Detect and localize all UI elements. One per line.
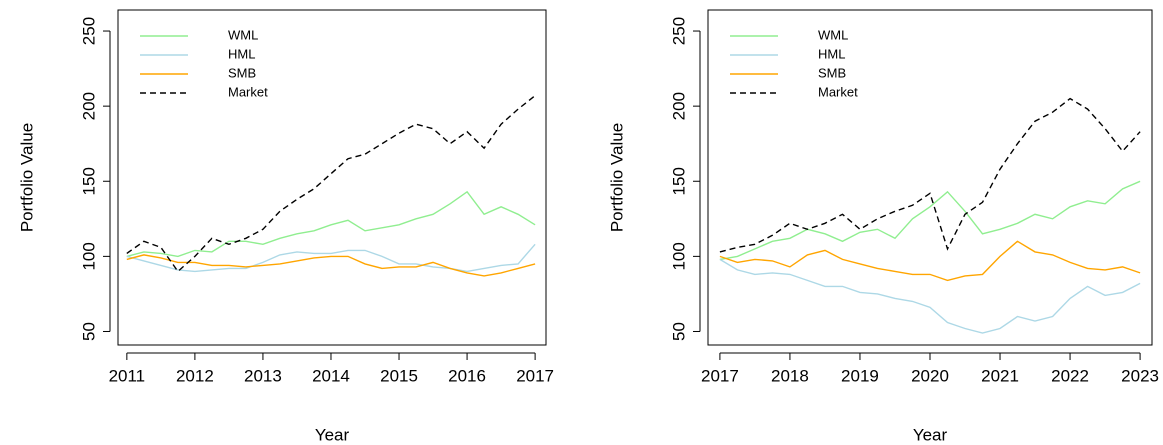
y-tick-label: 150: [669, 167, 688, 195]
series-line: [719, 240, 1141, 282]
x-tick-label: 2016: [448, 366, 486, 385]
y-tick-label: 200: [79, 92, 98, 120]
series-line: [719, 258, 1141, 334]
panel: 2011 2012 2013 2014 2015 2016 2017 50 100 150 200 2…: [17, 9, 554, 444]
x-axis-title: Year: [315, 425, 350, 444]
y-tick-label: 100: [669, 242, 688, 270]
legend-label: Market: [818, 84, 858, 99]
y-tick-label: 100: [79, 242, 98, 270]
y-tick-label: 150: [79, 167, 98, 195]
x-tick-label: 2022: [1051, 366, 1089, 385]
series-line: [719, 180, 1141, 261]
y-axis-title: Portfolio Value: [17, 123, 36, 232]
x-tick-label: 2012: [176, 366, 214, 385]
panel: 2017 2018 2019 2020 2021 2022 2023 50 100 150 200 2…: [607, 9, 1159, 444]
legend-label: HML: [818, 46, 845, 61]
x-tick-label: 2011: [109, 366, 146, 385]
legend-label: SMB: [818, 65, 846, 80]
y-tick-label: 250: [669, 17, 688, 45]
series-line: [719, 97, 1141, 253]
x-tick-label: 2020: [911, 366, 949, 385]
x-tick-label: 2021: [981, 366, 1019, 385]
x-tick-label: 2015: [380, 366, 418, 385]
x-tick-label: 2019: [841, 366, 879, 385]
legend-label: WML: [228, 27, 258, 42]
y-axis-title: Portfolio Value: [607, 123, 626, 232]
plot-box: [117, 9, 547, 346]
legend-label: Market: [228, 84, 268, 99]
legend-label: WML: [818, 27, 848, 42]
x-tick-label: 2017: [516, 366, 554, 385]
x-tick-label: 2017: [701, 366, 739, 385]
y-tick-label: 50: [79, 322, 98, 341]
series-line: [126, 190, 536, 258]
series-line: [126, 254, 536, 277]
y-tick-label: 250: [79, 17, 98, 45]
y-tick-label: 200: [669, 92, 688, 120]
x-tick-label: 2018: [771, 366, 809, 385]
legend-label: HML: [228, 46, 255, 61]
plot-box: [707, 9, 1153, 346]
x-tick-label: 2013: [244, 366, 282, 385]
series-line: [126, 95, 536, 273]
x-tick-label: 2014: [312, 366, 350, 385]
series-line: [126, 243, 536, 273]
y-tick-label: 50: [669, 322, 688, 341]
x-tick-label: 2023: [1121, 366, 1159, 385]
x-axis-title: Year: [913, 425, 948, 444]
legend-label: SMB: [228, 65, 256, 80]
